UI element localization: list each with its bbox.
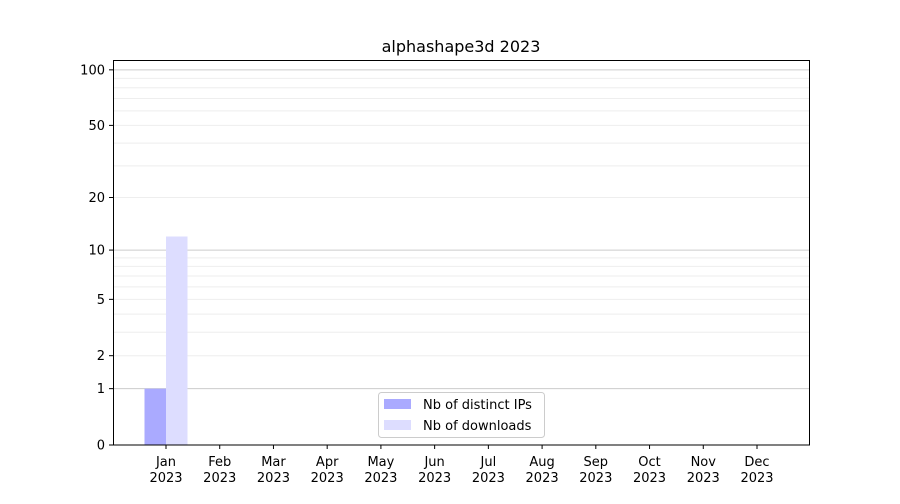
x-tick-label-month: Jun (423, 455, 444, 470)
y-tick-label: 0 (97, 439, 105, 454)
x-tick-label-year: 2023 (203, 471, 236, 486)
legend-swatch-downloads (384, 420, 411, 430)
x-tick-label-year: 2023 (687, 471, 720, 486)
legend-box (378, 392, 545, 438)
y-tick-label: 50 (88, 119, 105, 134)
legend-label-ips: Nb of distinct IPs (423, 398, 532, 413)
x-tick-label-year: 2023 (579, 471, 612, 486)
x-tick-label-year: 2023 (364, 471, 397, 486)
y-tick-label: 1 (97, 382, 105, 397)
y-tick-label: 20 (88, 191, 105, 206)
chart-title: alphashape3d 2023 (382, 37, 541, 56)
y-tick-label: 100 (80, 63, 105, 78)
bar-downloads (166, 236, 188, 445)
x-tick-label-month: Mar (261, 455, 286, 470)
x-tick-label-year: 2023 (418, 471, 451, 486)
x-tick-label-year: 2023 (526, 471, 559, 486)
x-tick-label-year: 2023 (257, 471, 290, 486)
legend-label-downloads: Nb of downloads (423, 419, 532, 434)
x-tick-label-month: May (367, 455, 394, 470)
bar-distinct-ips (144, 388, 166, 445)
x-tick-label-month: Jan (155, 455, 176, 470)
y-axis: 0 1 2 5 10 20 50 100 (80, 63, 113, 454)
y-tick-label: 2 (97, 349, 105, 364)
x-tick-label-year: 2023 (311, 471, 344, 486)
x-tick-label-month: Feb (208, 455, 231, 470)
x-tick-label-month: Nov (691, 455, 717, 470)
plot-frame (113, 60, 810, 446)
grid (113, 69, 810, 390)
x-tick-label-year: 2023 (149, 471, 182, 486)
legend-swatch-ips (384, 399, 411, 409)
x-tick-label-year: 2023 (740, 471, 773, 486)
x-axis: Jan2023Feb2023Mar2023Apr2023May2023Jun20… (149, 445, 774, 486)
x-tick-label-year: 2023 (472, 471, 505, 486)
x-tick-label-month: Dec (744, 455, 769, 470)
bars (144, 236, 188, 445)
x-tick-label-month: Jul (480, 455, 497, 470)
x-tick-label-month: Aug (529, 455, 554, 470)
x-tick-label-month: Sep (584, 455, 609, 470)
x-tick-label-year: 2023 (633, 471, 666, 486)
x-tick-label-month: Oct (638, 455, 660, 470)
y-tick-label: 5 (97, 293, 105, 308)
legend: Nb of distinct IPs Nb of downloads (378, 392, 545, 438)
x-tick-label-month: Apr (316, 455, 339, 470)
y-tick-label: 10 (88, 244, 105, 259)
